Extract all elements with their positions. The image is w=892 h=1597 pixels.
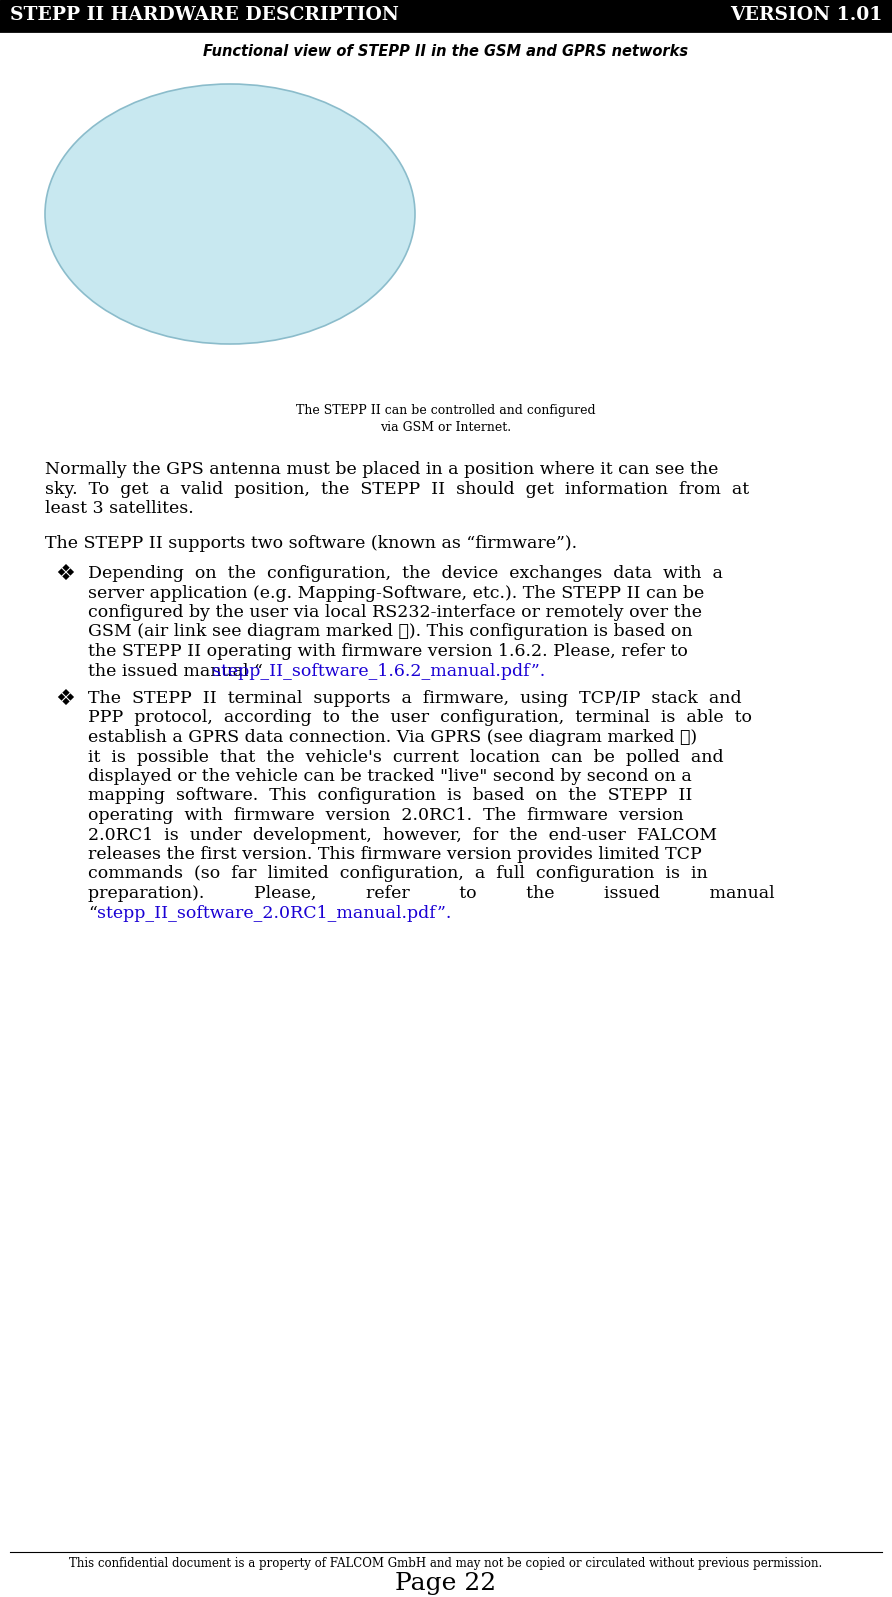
Text: The STEPP II supports two software (known as “firmware”).: The STEPP II supports two software (know… bbox=[45, 535, 577, 553]
Text: operating  with  firmware  version  2.0RC1.  The  firmware  version: operating with firmware version 2.0RC1. … bbox=[88, 806, 683, 824]
Text: the STEPP II operating with firmware version 1.6.2. Please, refer to: the STEPP II operating with firmware ver… bbox=[88, 644, 688, 660]
Text: Page 22: Page 22 bbox=[395, 1571, 497, 1595]
Text: ❖: ❖ bbox=[55, 564, 75, 585]
Text: Normally the GPS antenna must be placed in a position where it can see the: Normally the GPS antenna must be placed … bbox=[45, 462, 718, 478]
Text: server application (e.g. Mapping-Software, etc.). The STEPP II can be: server application (e.g. Mapping-Softwar… bbox=[88, 585, 705, 602]
Text: This confidential document is a property of FALCOM GmbH and may not be copied or: This confidential document is a property… bbox=[70, 1557, 822, 1570]
Text: preparation).         Please,         refer         to         the         issue: preparation). Please, refer to the issue bbox=[88, 885, 774, 902]
Text: 2.0RC1  is  under  development,  however,  for  the  end-user  FALCOM: 2.0RC1 is under development, however, fo… bbox=[88, 827, 717, 843]
Text: VERSION 1.01: VERSION 1.01 bbox=[730, 6, 882, 24]
Text: the issued manual “: the issued manual “ bbox=[88, 663, 263, 679]
Ellipse shape bbox=[45, 85, 415, 343]
Text: sky.  To  get  a  valid  position,  the  STEPP  II  should  get  information  fr: sky. To get a valid position, the STEPP … bbox=[45, 481, 749, 498]
Text: stepp_II_software_2.0RC1_manual.pdf”.: stepp_II_software_2.0RC1_manual.pdf”. bbox=[96, 904, 451, 921]
Text: “: “ bbox=[88, 904, 97, 921]
Text: releases the first version. This firmware version provides limited TCP: releases the first version. This firmwar… bbox=[88, 846, 702, 862]
Text: PPP  protocol,  according  to  the  user  configuration,  terminal  is  able  to: PPP protocol, according to the user conf… bbox=[88, 709, 752, 727]
Text: commands  (so  far  limited  configuration,  a  full  configuration  is  in: commands (so far limited configuration, … bbox=[88, 866, 707, 883]
Text: GSM (air link see diagram marked ❶). This configuration is based on: GSM (air link see diagram marked ❶). Thi… bbox=[88, 623, 692, 640]
Text: it  is  possible  that  the  vehicle's  current  location  can  be  polled  and: it is possible that the vehicle's curren… bbox=[88, 749, 723, 765]
Text: ❖: ❖ bbox=[55, 688, 75, 709]
Text: mapping  software.  This  configuration  is  based  on  the  STEPP  II: mapping software. This configuration is … bbox=[88, 787, 692, 805]
Text: displayed or the vehicle can be tracked "live" second by second on a: displayed or the vehicle can be tracked … bbox=[88, 768, 692, 786]
Text: The STEPP II can be controlled and configured
via GSM or Internet.: The STEPP II can be controlled and confi… bbox=[296, 404, 596, 434]
Text: stepp_II_software_1.6.2_manual.pdf”.: stepp_II_software_1.6.2_manual.pdf”. bbox=[212, 663, 546, 679]
Bar bbox=[0, 0, 892, 30]
Text: STEPP II HARDWARE DESCRIPTION: STEPP II HARDWARE DESCRIPTION bbox=[10, 6, 399, 24]
Text: establish a GPRS data connection. Via GPRS (see diagram marked ❷): establish a GPRS data connection. Via GP… bbox=[88, 728, 698, 746]
Text: The  STEPP  II  terminal  supports  a  firmware,  using  TCP/IP  stack  and: The STEPP II terminal supports a firmwar… bbox=[88, 690, 741, 707]
Text: Functional view of STEPP II in the GSM and GPRS networks: Functional view of STEPP II in the GSM a… bbox=[203, 45, 689, 59]
Text: Depending  on  the  configuration,  the  device  exchanges  data  with  a: Depending on the configuration, the devi… bbox=[88, 565, 723, 581]
Text: configured by the user via local RS232-interface or remotely over the: configured by the user via local RS232-i… bbox=[88, 604, 702, 621]
Text: least 3 satellites.: least 3 satellites. bbox=[45, 500, 194, 517]
